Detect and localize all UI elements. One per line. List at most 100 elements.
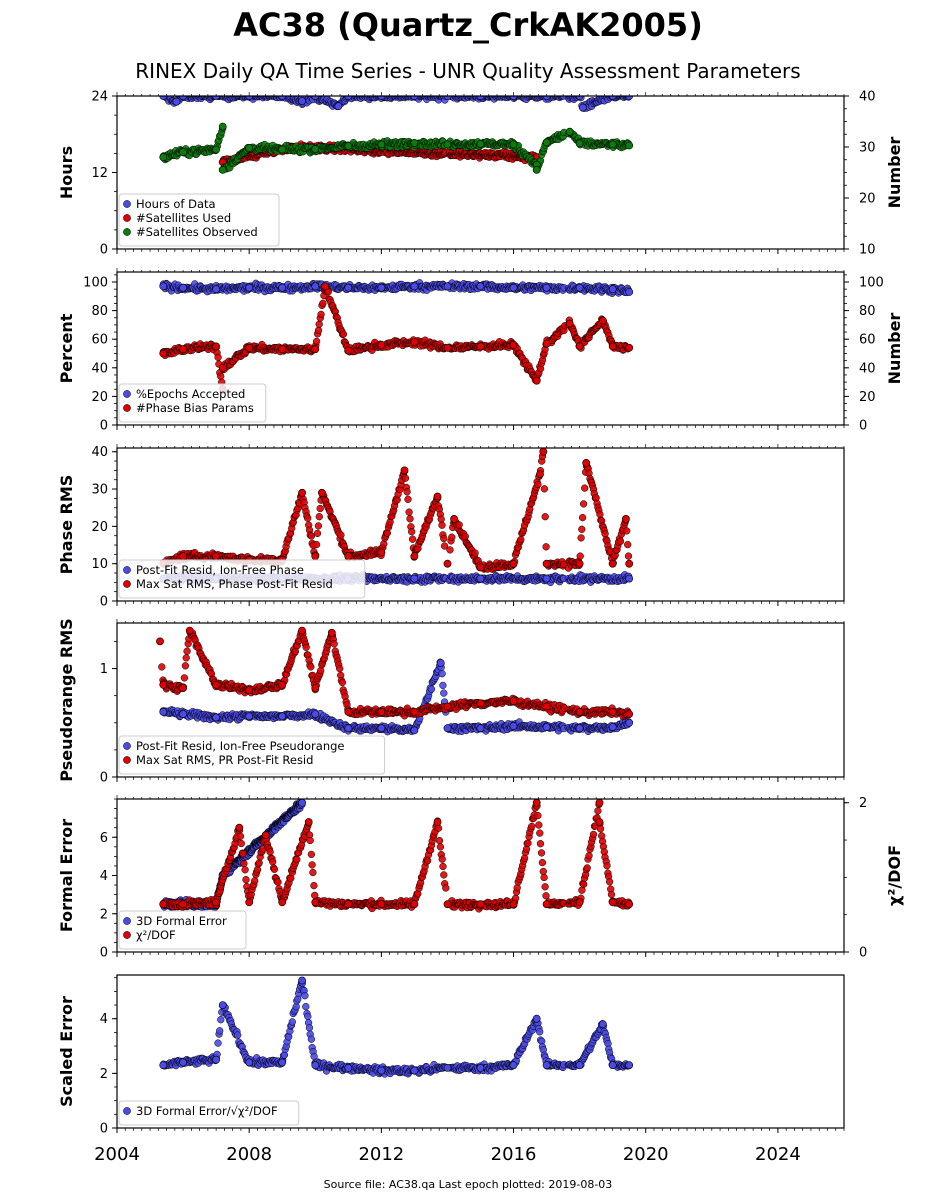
data-point-blue bbox=[344, 724, 353, 733]
data-point-red bbox=[517, 535, 525, 544]
data-point-red bbox=[311, 552, 320, 561]
data-point-red bbox=[455, 521, 463, 529]
data-point-blue bbox=[476, 574, 485, 583]
legend-box bbox=[118, 383, 267, 423]
legend-marker bbox=[123, 214, 131, 222]
data-point-red bbox=[377, 340, 386, 349]
data-point-red bbox=[625, 559, 634, 568]
data-point-red bbox=[565, 319, 574, 328]
data-point-red bbox=[575, 559, 584, 568]
data-point-blue bbox=[509, 283, 518, 292]
scatter-points bbox=[156, 626, 634, 736]
data-point-blue bbox=[575, 283, 584, 292]
y-axis-label: Phase RMS bbox=[57, 475, 76, 575]
data-point-red bbox=[179, 552, 187, 561]
data-point-red bbox=[319, 299, 327, 307]
data-point-blue bbox=[334, 102, 343, 111]
data-point-red bbox=[212, 342, 220, 351]
data-point-red bbox=[312, 540, 321, 549]
data-point-blue bbox=[344, 283, 353, 292]
data-point-green bbox=[532, 165, 541, 174]
data-point-red bbox=[315, 320, 323, 328]
data-point-red bbox=[579, 500, 588, 508]
data-point-green bbox=[245, 144, 254, 152]
data-point-red bbox=[403, 488, 411, 496]
data-point-red bbox=[509, 340, 518, 349]
data-point-red bbox=[406, 515, 414, 523]
figure-subtitle: RINEX Daily QA Time Series - UNR Quality… bbox=[135, 59, 800, 83]
y-right-tick-label: 20 bbox=[859, 192, 876, 207]
data-point-blue bbox=[625, 288, 634, 296]
data-point-green bbox=[565, 127, 574, 136]
y-right-tick-label: 60 bbox=[859, 333, 876, 348]
legend-label: #Satellites Observed bbox=[136, 225, 258, 239]
legend-label: #Satellites Used bbox=[136, 211, 231, 225]
y-tick-label: 10 bbox=[91, 557, 108, 572]
data-point-red bbox=[534, 480, 542, 489]
y-right-tick-label: 100 bbox=[859, 276, 884, 291]
y-tick-label: 20 bbox=[91, 520, 108, 535]
data-point-blue bbox=[212, 713, 220, 722]
y-right-tick-label: 10 bbox=[859, 243, 876, 258]
y-tick-label: 0 bbox=[100, 419, 108, 434]
data-point-blue bbox=[159, 708, 168, 716]
data-point-red bbox=[582, 458, 591, 467]
data-point-red bbox=[180, 674, 189, 682]
data-point-red bbox=[577, 534, 585, 542]
data-point-red bbox=[316, 504, 324, 513]
y-right-tick-label: 80 bbox=[859, 304, 876, 319]
data-point-red bbox=[509, 559, 518, 568]
data-point-green bbox=[218, 165, 227, 174]
data-point-blue bbox=[278, 712, 287, 721]
data-point-green bbox=[278, 145, 287, 154]
data-point-red bbox=[437, 515, 445, 523]
data-point-red bbox=[581, 484, 589, 492]
data-point-red bbox=[576, 552, 584, 560]
data-point-red bbox=[405, 508, 413, 516]
data-point-blue bbox=[245, 283, 254, 292]
data-point-red bbox=[471, 549, 479, 557]
y-tick-label: 24 bbox=[91, 90, 108, 105]
data-point-red bbox=[181, 662, 190, 670]
data-point-green bbox=[179, 148, 187, 156]
data-point-red bbox=[450, 515, 458, 523]
y-right-tick-label: 0 bbox=[859, 419, 867, 434]
data-point-blue bbox=[245, 712, 254, 721]
data-point-blue bbox=[509, 722, 518, 730]
data-point-red bbox=[278, 345, 287, 354]
data-point-red bbox=[542, 543, 550, 551]
legend-label: %Epochs Accepted bbox=[136, 387, 245, 401]
data-point-blue bbox=[443, 724, 452, 733]
data-point-blue bbox=[608, 723, 617, 731]
data-point-blue bbox=[410, 282, 419, 291]
data-point-red bbox=[339, 330, 348, 338]
data-point-green bbox=[608, 140, 617, 149]
data-point-red bbox=[433, 492, 442, 501]
data-point-green bbox=[344, 142, 353, 150]
data-point-red bbox=[438, 521, 446, 529]
data-point-red bbox=[183, 647, 191, 655]
data-point-red bbox=[575, 342, 584, 351]
scatter-points bbox=[159, 279, 634, 395]
data-point-green bbox=[542, 138, 551, 147]
data-point-red bbox=[410, 338, 419, 346]
data-point-red bbox=[182, 654, 190, 662]
data-point-red bbox=[410, 552, 419, 561]
data-point-blue bbox=[542, 283, 551, 292]
panel-2: 0 20 40 60 80 100 0 20 40 60 80 100 Number Percent %Ep… bbox=[57, 268, 904, 434]
data-point-green bbox=[575, 139, 584, 148]
data-point-red bbox=[541, 513, 549, 521]
data-point-blue bbox=[625, 718, 634, 727]
data-point-green bbox=[509, 140, 518, 149]
data-point-blue bbox=[159, 282, 168, 291]
data-point-red bbox=[598, 316, 607, 325]
data-point-blue bbox=[427, 685, 436, 693]
data-point-green bbox=[212, 145, 220, 154]
legend-marker bbox=[123, 228, 131, 236]
data-point-red bbox=[408, 535, 417, 543]
data-point-blue bbox=[542, 574, 551, 583]
y-axis-label: Hours bbox=[57, 146, 76, 199]
